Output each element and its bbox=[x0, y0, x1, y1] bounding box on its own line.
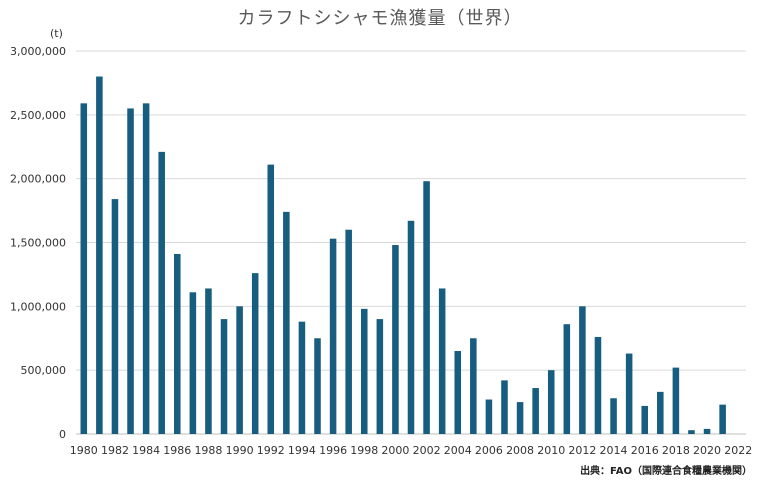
bar-2007 bbox=[501, 380, 508, 434]
x-tick-label: 2010 bbox=[537, 444, 565, 457]
bar-1992 bbox=[267, 164, 275, 434]
x-tick-label: 2014 bbox=[600, 444, 628, 457]
x-tick-label: 1982 bbox=[101, 444, 129, 457]
bar-2018 bbox=[672, 367, 680, 434]
bar-2011 bbox=[563, 324, 571, 434]
x-tick-label: 1988 bbox=[194, 444, 222, 457]
bar-2004 bbox=[454, 351, 462, 434]
bar-1991 bbox=[251, 273, 259, 434]
x-tick-label: 2004 bbox=[444, 444, 472, 457]
x-tick-label: 2012 bbox=[568, 444, 596, 457]
bar-2020 bbox=[703, 428, 711, 434]
bar-2002 bbox=[423, 181, 430, 434]
x-tick-label: 1980 bbox=[70, 444, 98, 457]
y-axis-unit-label: (t) bbox=[50, 27, 63, 40]
bar-1996 bbox=[329, 238, 337, 434]
bar-1997 bbox=[345, 229, 352, 434]
bar-2005 bbox=[470, 338, 477, 434]
bar-2016 bbox=[641, 405, 648, 434]
bar-1989 bbox=[220, 319, 228, 434]
x-tick-label: 1992 bbox=[257, 444, 285, 457]
bar-1981 bbox=[96, 76, 103, 435]
x-tick-label: 1984 bbox=[132, 444, 160, 457]
bar-1982 bbox=[111, 199, 119, 434]
x-tick-label: 2018 bbox=[662, 444, 690, 457]
y-tick-label: 2,000,000 bbox=[10, 173, 66, 186]
x-tick-label: 1986 bbox=[163, 444, 191, 457]
bar-1983 bbox=[127, 108, 134, 434]
bar-1984 bbox=[142, 103, 150, 435]
bar-2009 bbox=[532, 388, 539, 434]
bar-2001 bbox=[407, 220, 415, 434]
x-tick-label: 2020 bbox=[693, 444, 721, 457]
bar-1987 bbox=[189, 292, 197, 434]
bar-1998 bbox=[360, 308, 368, 434]
y-tick-label: 1,500,000 bbox=[10, 237, 66, 250]
bar-1999 bbox=[376, 319, 384, 434]
chart-title: カラフトシシャモ漁獲量（世界） bbox=[237, 8, 523, 29]
bar-2006 bbox=[485, 399, 493, 434]
x-tick-label: 2006 bbox=[475, 444, 503, 457]
bar-2008 bbox=[516, 402, 524, 434]
x-tick-label: 2002 bbox=[413, 444, 441, 457]
bar-2013 bbox=[594, 336, 602, 434]
y-tick-label: 1,000,000 bbox=[10, 300, 66, 313]
x-tick-label: 1996 bbox=[319, 444, 347, 457]
bar-2017 bbox=[657, 391, 664, 434]
bar-1993 bbox=[283, 211, 290, 434]
bar-1994 bbox=[298, 321, 306, 434]
bar-2000 bbox=[392, 245, 399, 434]
x-tick-label: 1990 bbox=[226, 444, 254, 457]
bar-2019 bbox=[688, 430, 695, 434]
bar-2010 bbox=[547, 370, 555, 434]
y-tick-label: 0 bbox=[59, 428, 66, 441]
y-tick-label: 3,000,000 bbox=[10, 45, 66, 58]
bar-2021 bbox=[719, 404, 726, 434]
y-tick-label: 500,000 bbox=[21, 364, 67, 377]
bar-2014 bbox=[610, 398, 617, 434]
bar-1985 bbox=[158, 151, 165, 434]
x-tick-label: 1994 bbox=[288, 444, 316, 457]
bar-2003 bbox=[438, 288, 446, 434]
source-note: 出典：FAO（国際連合食糧農業機関） bbox=[580, 466, 752, 477]
bar-1988 bbox=[205, 288, 212, 434]
bar-2015 bbox=[625, 353, 633, 434]
x-tick-label: 2008 bbox=[506, 444, 534, 457]
bar-1986 bbox=[174, 253, 181, 434]
x-tick-label: 2022 bbox=[724, 444, 752, 457]
x-tick-label: 2016 bbox=[631, 444, 659, 457]
x-tick-label: 2000 bbox=[381, 444, 409, 457]
bar-2012 bbox=[579, 306, 586, 434]
bar-1980 bbox=[80, 103, 88, 435]
y-tick-label: 2,500,000 bbox=[10, 109, 66, 122]
x-tick-label: 1998 bbox=[350, 444, 378, 457]
bar-1990 bbox=[236, 306, 243, 434]
bar-1995 bbox=[314, 338, 321, 434]
